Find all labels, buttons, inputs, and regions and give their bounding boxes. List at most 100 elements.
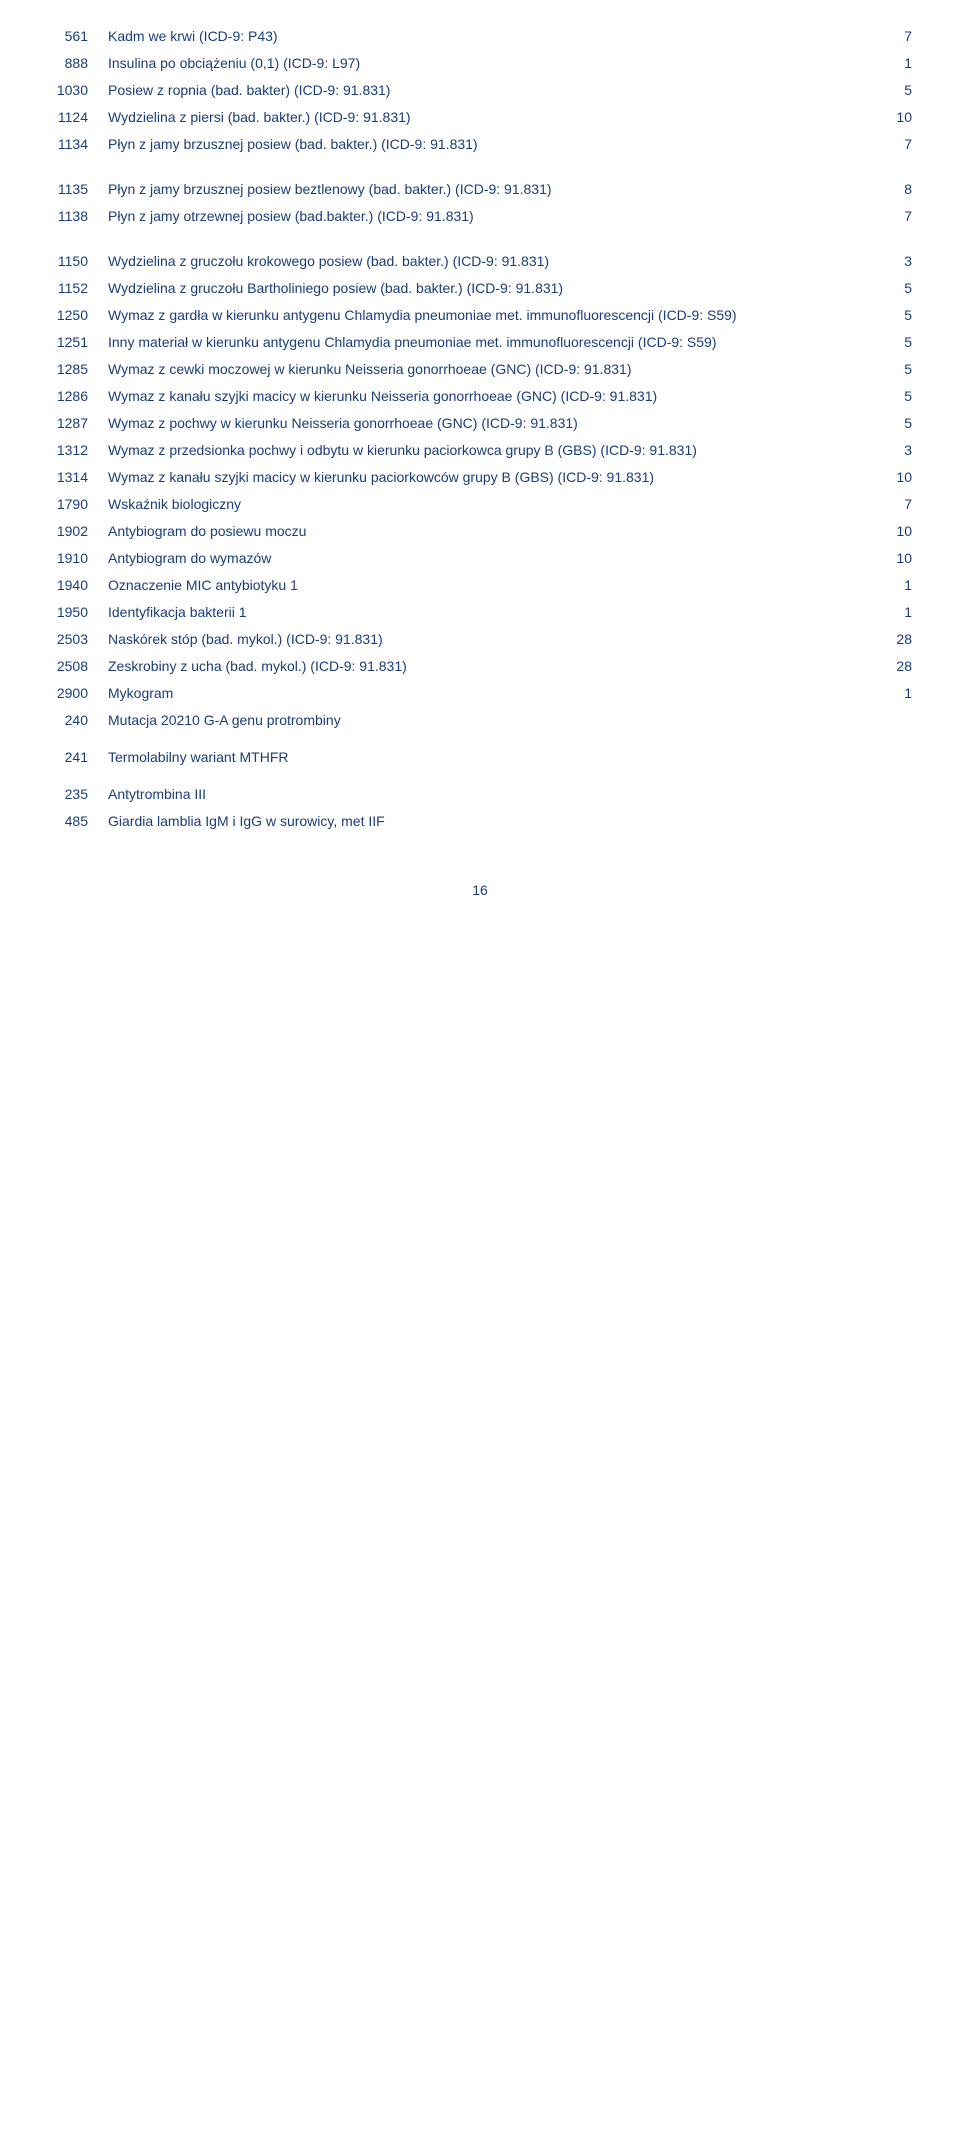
table-row: 1940Oznaczenie MIC antybiotyku 11 [48,573,912,596]
row-code: 2508 [48,654,108,677]
row-description: Wydzielina z piersi (bad. bakter.) (ICD-… [108,105,866,128]
table-row: 1250Wymaz z gardła w kierunku antygenu C… [48,303,912,326]
row-code: 1251 [48,330,108,353]
row-code: 1314 [48,465,108,488]
row-value [866,782,912,784]
row-description: Antybiogram do posiewu moczu [108,519,866,542]
row-value: 5 [866,78,912,101]
row-code: 561 [48,24,108,47]
row-description: Posiew z ropnia (bad. bakter) (ICD-9: 91… [108,78,866,101]
row-description: Kadm we krwi (ICD-9: P43) [108,24,866,47]
row-value: 10 [866,519,912,542]
row-value: 7 [866,24,912,47]
row-value: 5 [866,303,912,326]
row-description: Oznaczenie MIC antybiotyku 1 [108,573,866,596]
row-value: 7 [866,204,912,227]
table-row: 2900Mykogram1 [48,681,912,704]
row-description: Mutacja 20210 G-A genu protrombiny [108,708,866,731]
row-value: 5 [866,357,912,380]
table-row: 1287Wymaz z pochwy w kierunku Neisseria … [48,411,912,434]
row-description: Płyn z jamy brzusznej posiew (bad. bakte… [108,132,866,155]
row-value: 5 [866,411,912,434]
row-description: Naskórek stóp (bad. mykol.) (ICD-9: 91.8… [108,627,866,650]
row-description: Inny materiał w kierunku antygenu Chlamy… [108,330,866,353]
row-code: 1285 [48,357,108,380]
row-code: 1790 [48,492,108,515]
row-description: Płyn z jamy otrzewnej posiew (bad.bakter… [108,204,866,227]
table-row: 888Insulina po obciążeniu (0,1) (ICD-9: … [48,51,912,74]
table-row: 1312Wymaz z przedsionka pochwy i odbytu … [48,438,912,461]
row-description: Zeskrobiny z ucha (bad. mykol.) (ICD-9: … [108,654,866,677]
row-description: Płyn z jamy brzusznej posiew beztlenowy … [108,177,866,200]
table-row: 485Giardia lamblia IgM i IgG w surowicy,… [48,809,912,832]
row-description: Antytrombina III [108,782,866,805]
row-value: 1 [866,600,912,623]
table-row: 241Termolabilny wariant MTHFR [48,745,912,768]
row-code: 241 [48,745,108,768]
row-code: 1124 [48,105,108,128]
row-code: 888 [48,51,108,74]
table-row: 1135Płyn z jamy brzusznej posiew beztlen… [48,177,912,200]
table-row: 1124Wydzielina z piersi (bad. bakter.) (… [48,105,912,128]
row-value: 5 [866,384,912,407]
spacer [48,772,912,782]
table-row: 2503Naskórek stóp (bad. mykol.) (ICD-9: … [48,627,912,650]
row-description: Wskaźnik biologiczny [108,492,866,515]
row-description: Mykogram [108,681,866,704]
table-row: 1152Wydzielina z gruczołu Bartholiniego … [48,276,912,299]
row-code: 2503 [48,627,108,650]
row-code: 235 [48,782,108,805]
row-value: 1 [866,573,912,596]
row-value: 28 [866,654,912,677]
row-code: 1910 [48,546,108,569]
row-value: 7 [866,132,912,155]
table-row: 1138Płyn z jamy otrzewnej posiew (bad.ba… [48,204,912,227]
row-code: 1286 [48,384,108,407]
row-code: 1138 [48,204,108,227]
row-description: Wymaz z przedsionka pochwy i odbytu w ki… [108,438,866,461]
spacer [48,735,912,745]
row-value: 10 [866,105,912,128]
row-code: 1250 [48,303,108,326]
table-row: 1950Identyfikacja bakterii 11 [48,600,912,623]
row-code: 1950 [48,600,108,623]
table-row: 2508Zeskrobiny z ucha (bad. mykol.) (ICD… [48,654,912,677]
row-value: 7 [866,492,912,515]
table-row: 1030Posiew z ropnia (bad. bakter) (ICD-9… [48,78,912,101]
row-code: 2900 [48,681,108,704]
row-value: 3 [866,438,912,461]
row-code: 1134 [48,132,108,155]
row-value [866,745,912,747]
row-value [866,708,912,710]
row-description: Wydzielina z gruczołu krokowego posiew (… [108,249,866,272]
table-row: 1910Antybiogram do wymazów10 [48,546,912,569]
row-description: Wymaz z cewki moczowej w kierunku Neisse… [108,357,866,380]
row-description: Antybiogram do wymazów [108,546,866,569]
row-description: Giardia lamblia IgM i IgG w surowicy, me… [108,809,866,832]
table-row: 1134Płyn z jamy brzusznej posiew (bad. b… [48,132,912,155]
row-value: 28 [866,627,912,650]
row-value: 5 [866,330,912,353]
row-description: Termolabilny wariant MTHFR [108,745,866,768]
row-value [866,809,912,811]
table-row: 561Kadm we krwi (ICD-9: P43)7 [48,24,912,47]
spacer [48,231,912,249]
row-value: 3 [866,249,912,272]
row-code: 1902 [48,519,108,542]
row-description: Wymaz z kanału szyjki macicy w kierunku … [108,384,866,407]
table-row: 1285Wymaz z cewki moczowej w kierunku Ne… [48,357,912,380]
row-description: Wymaz z kanału szyjki macicy w kierunku … [108,465,866,488]
row-code: 1135 [48,177,108,200]
table-row: 1286Wymaz z kanału szyjki macicy w kieru… [48,384,912,407]
row-value: 10 [866,465,912,488]
row-code: 1312 [48,438,108,461]
table-row: 240Mutacja 20210 G-A genu protrombiny [48,708,912,731]
table-row: 1314Wymaz z kanału szyjki macicy w kieru… [48,465,912,488]
row-description: Wymaz z gardła w kierunku antygenu Chlam… [108,303,866,326]
row-value: 5 [866,276,912,299]
row-code: 485 [48,809,108,832]
data-table: 561Kadm we krwi (ICD-9: P43)7888Insulina… [48,24,912,832]
row-value: 10 [866,546,912,569]
table-row: 1790Wskaźnik biologiczny7 [48,492,912,515]
row-value: 1 [866,681,912,704]
